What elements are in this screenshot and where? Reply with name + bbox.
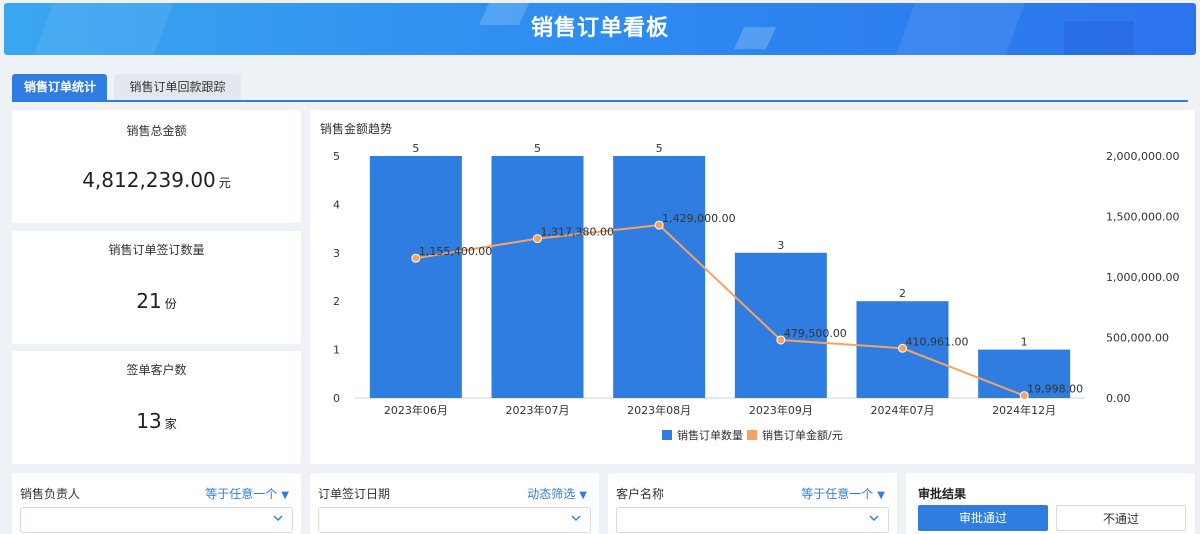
dashboard-header: 销售订单看板 [4,3,1196,55]
bar-data-label: 5 [656,142,663,155]
chevron-down-icon [273,515,283,521]
line-data-label: 19,998.00 [1027,383,1083,396]
line-point [776,335,786,345]
caret-down-icon: ▼ [877,490,885,501]
line-point [533,234,542,244]
y-right-tick-label: 2,000,000.00 [1106,150,1179,163]
x-tick-label: 2023年08月 [627,403,691,417]
chart-title: 销售金额趋势 [320,122,393,136]
kpi-title: 销售订单签订数量 [108,243,205,257]
line-point [898,343,907,353]
y-right-tick-label: 1,000,000.00 [1106,271,1179,284]
kpi-number: 4,812,239.00 [82,168,216,192]
line-point [654,220,664,230]
tab-order-stats[interactable]: 销售订单统计 [12,74,107,101]
kpi-number: 13 [136,409,162,433]
kpi-unit: 元 [218,176,231,190]
filter-mode-dropdown[interactable]: 等于任意一个 ▼ [801,485,885,502]
kpi-card-customer-count: 签单客户数 13 家 [12,351,301,464]
legend-swatch-bar [662,430,672,440]
filter-customer-name: 客户名称 等于任意一个 ▼ [608,473,897,534]
header-decoration [1064,21,1134,55]
customer-name-select[interactable] [616,507,889,533]
legend-label: 销售订单金额/元 [762,428,843,442]
sales-owner-select[interactable] [20,507,293,533]
caret-down-icon: ▼ [579,490,587,501]
bar-data-label: 5 [534,142,541,155]
line-point [411,253,421,263]
bar-data-label: 1 [1021,336,1028,349]
legend-label: 销售订单数量 [677,428,743,442]
x-tick-label: 2023年06月 [384,403,448,417]
line-data-label: 479,500.00 [784,327,847,340]
rejected-button[interactable]: 不通过 [1056,505,1186,531]
chevron-down-icon [571,515,581,521]
filter-mode-dropdown[interactable]: 动态筛选 ▼ [527,485,587,502]
sales-trend-chart-card: 销售金额趋势 0 1 2 3 4 5 0.00 500,000.00 1,000,000.00 1… [310,110,1195,464]
x-tick-label: 2024年07月 [871,403,935,417]
line-series [415,224,1025,397]
filter-sales-owner: 销售负责人 等于任意一个 ▼ [12,473,301,534]
legend-swatch-line [747,430,757,440]
bar-data-label: 3 [777,239,784,252]
line-data-label: 1,429,000.00 [662,212,735,225]
bar [613,156,706,398]
chevron-down-icon [869,515,879,521]
x-tick-label: 2023年07月 [506,403,570,417]
page-title: 销售订单看板 [530,16,669,41]
line-data-label: 410,961.00 [906,335,969,348]
kpi-value: 21 份 [12,289,301,313]
bar-data-label: 2 [899,287,906,300]
tab-payment-tracking[interactable]: 销售订单回款跟踪 [114,74,241,101]
y-right-tick-label: 0.00 [1106,392,1131,405]
line-point [1019,391,1029,401]
approved-button[interactable]: 审批通过 [918,505,1048,531]
filter-approval-result: 审批结果 审批通过 不通过 [906,473,1195,534]
line-data-label: 1,317,380.00 [541,226,614,239]
bar-data-label: 5 [412,142,419,155]
filter-mode-label: 等于任意一个 [801,487,874,501]
caret-down-icon: ▼ [281,490,289,501]
y-left-tick-label: 2 [333,295,340,308]
y-right-tick-label: 500,000.00 [1106,332,1169,345]
y-left-tick-label: 3 [333,247,340,260]
tab-underline [12,100,1188,102]
bar [978,349,1071,398]
bar [369,156,462,398]
y-left-tick-label: 0 [333,392,340,405]
kpi-number: 21 [136,289,162,313]
kpi-unit: 家 [164,417,177,431]
kpi-card-total-amount: 销售总金额 4,812,239.00 元 [12,110,301,223]
filter-label: 客户名称 [616,487,665,501]
y-left-tick-label: 1 [333,344,340,357]
y-left-tick-label: 5 [333,150,340,163]
filter-order-date: 订单签订日期 动态筛选 ▼ [310,473,599,534]
kpi-unit: 份 [164,297,177,311]
kpi-title: 签单客户数 [126,363,187,377]
sales-trend-chart: 0 1 2 3 4 5 0.00 500,000.00 1,000,000.00 1,500,00… [333,142,1179,442]
kpi-card-order-count: 销售订单签订数量 21 份 [12,231,301,344]
filter-mode-dropdown[interactable]: 等于任意一个 ▼ [205,485,289,502]
order-date-select[interactable] [318,507,591,533]
kpi-value: 13 家 [12,409,301,433]
filter-label: 销售负责人 [20,487,81,501]
x-tick-label: 2023年09月 [749,403,813,417]
approval-label: 审批结果 [918,487,967,501]
x-tick-label: 2024年12月 [992,403,1056,417]
kpi-value: 4,812,239.00 元 [12,168,301,192]
bar [734,252,827,398]
filter-mode-label: 动态筛选 [527,487,576,501]
bar [491,156,584,398]
filter-mode-label: 等于任意一个 [205,487,278,501]
filter-label: 订单签订日期 [318,487,391,501]
line-data-label: 1,155,400.00 [419,245,492,258]
kpi-title: 销售总金额 [126,124,187,138]
y-left-tick-label: 4 [333,198,340,211]
y-right-tick-label: 1,500,000.00 [1106,211,1179,224]
